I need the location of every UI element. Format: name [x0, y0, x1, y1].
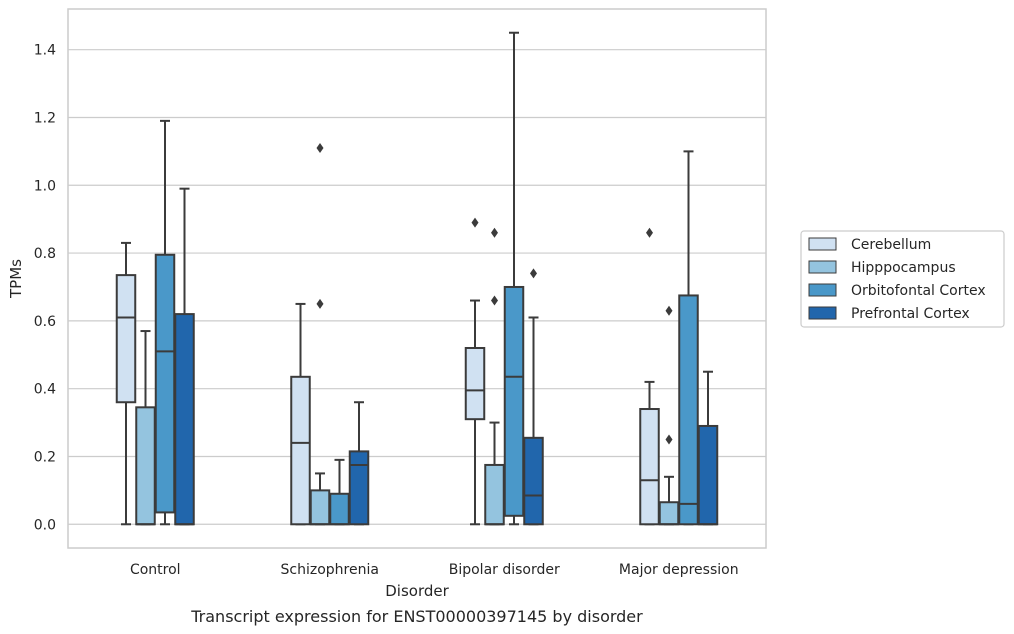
legend-label: Prefrontal Cortex — [851, 306, 970, 322]
box-hipppocampus — [309, 142, 331, 526]
outlier-point — [665, 305, 673, 316]
box-body — [329, 492, 350, 526]
legend[interactable]: Cerebellum Hipppocampus Orbitofontal Corte… — [800, 230, 1005, 328]
x-tick-label: Bipolar disorder — [449, 562, 560, 578]
outlier-point — [491, 227, 498, 238]
outlier-point — [646, 227, 653, 238]
box-cerebellum — [290, 302, 311, 526]
legend-item[interactable]: Orbitofontal Cortex — [808, 283, 986, 299]
boxes — [115, 31, 719, 526]
box-orbitofontal-cortex — [329, 458, 350, 526]
outlier-point — [530, 268, 537, 279]
box-orbitofontal-cortex — [678, 150, 699, 526]
legend-item[interactable]: Cerebellum — [808, 237, 931, 253]
outlier-point — [316, 298, 324, 309]
x-axis-label: Disorder — [385, 582, 449, 600]
box-body — [174, 313, 195, 526]
y-tick-label: 1.4 — [34, 43, 56, 59]
legend-item[interactable]: Hipppocampus — [808, 260, 956, 276]
box-cerebellum — [639, 227, 660, 526]
box-body — [464, 346, 486, 421]
chart-caption: Transcript expression for ENST0000039714… — [190, 607, 643, 626]
box-hipppocampus — [658, 305, 680, 526]
box-body — [348, 450, 370, 526]
box-body — [503, 285, 525, 517]
legend-swatch — [808, 306, 837, 320]
legend-frame — [800, 230, 1005, 328]
box-hipppocampus — [135, 330, 156, 526]
box-body — [290, 375, 311, 526]
box-hipppocampus — [484, 227, 505, 526]
box-body — [678, 294, 699, 526]
x-axis-ticks: Control Schizophrenia Bipolar disorder Majo… — [130, 562, 739, 578]
box-body — [309, 489, 331, 526]
legend-label: Hipppocampus — [851, 260, 956, 276]
box-prefrontal-cortex — [523, 268, 544, 526]
legend-label: Orbitofontal Cortex — [851, 283, 986, 299]
y-tick-label: 1.2 — [34, 110, 56, 126]
plot-frame — [67, 8, 767, 549]
outlier-point — [471, 217, 479, 228]
legend-item[interactable]: Prefrontal Cortex — [808, 306, 970, 322]
box-orbitofontal-cortex — [154, 119, 176, 526]
legend-swatch — [808, 260, 837, 274]
legend-label: Cerebellum — [851, 237, 931, 253]
y-tick-label: 0.0 — [34, 517, 56, 533]
box-body — [115, 274, 137, 404]
x-tick-label: Control — [130, 562, 181, 578]
box-orbitofontal-cortex — [503, 31, 525, 526]
x-tick-label: Major depression — [619, 562, 739, 578]
outlier-point — [665, 434, 673, 445]
y-tick-label: 0.4 — [34, 382, 56, 398]
y-axis-ticks: 0.0 0.2 0.4 0.6 0.8 1.0 1.2 1.4 — [34, 43, 56, 534]
y-tick-label: 1.0 — [34, 178, 56, 194]
y-tick-label: 0.2 — [34, 449, 56, 465]
box-body — [484, 463, 505, 526]
outlier-point — [491, 295, 498, 306]
y-tick-label: 0.8 — [34, 246, 56, 262]
x-tick-label: Schizophrenia — [281, 562, 379, 578]
outlier-point — [316, 142, 324, 153]
box-cerebellum — [464, 217, 486, 526]
box-cerebellum — [115, 241, 137, 526]
y-axis-label: TPMs — [7, 259, 25, 299]
box-prefrontal-cortex — [174, 187, 195, 526]
box-body — [658, 501, 680, 526]
box-body — [523, 436, 544, 526]
box-body — [697, 424, 719, 526]
box-body — [135, 406, 156, 526]
box-prefrontal-cortex — [348, 401, 370, 526]
box-body — [639, 408, 660, 526]
legend-swatch — [808, 283, 837, 297]
box-prefrontal-cortex — [697, 370, 719, 526]
box-body — [154, 253, 176, 514]
legend-swatch — [808, 237, 837, 251]
y-tick-label: 0.6 — [34, 314, 56, 330]
